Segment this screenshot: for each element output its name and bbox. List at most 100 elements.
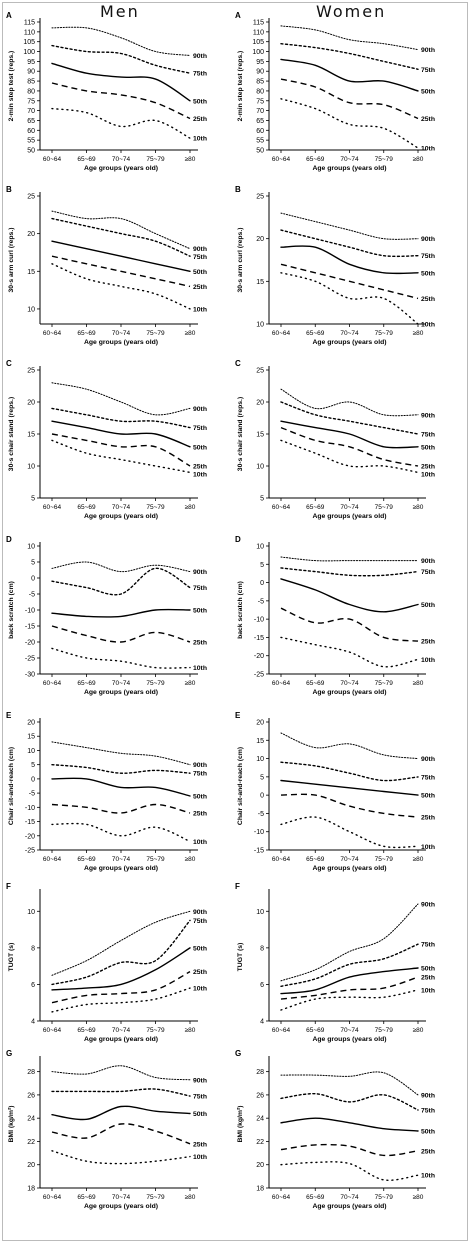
y-axis-label: 30-s arm curl (reps.) — [237, 228, 244, 293]
series-label-10th: 10th — [193, 1154, 207, 1161]
x-axis-label: Age groups (years old) — [312, 1203, 386, 1210]
series-label-90th: 90th — [193, 1077, 207, 1084]
y-tick-label: 10 — [256, 756, 264, 763]
x-tick-label: 75~79 — [146, 1194, 165, 1201]
x-tick-label: 70~74 — [112, 504, 131, 511]
series-line-25th — [280, 607, 419, 642]
series-label-50th: 50th — [193, 793, 207, 800]
series-label-10th: 10th — [421, 322, 435, 329]
chart-panel-e-men: E -25 -20 -15 -10 -5 0 5 10 15 20 60~64 65~69 70~74 75… — [6, 711, 207, 872]
x-tick-label: 65~69 — [306, 856, 325, 863]
x-tick-label: 65~69 — [306, 156, 325, 163]
y-tick-label: 10 — [27, 909, 35, 916]
y-tick-label: 22 — [27, 1139, 35, 1146]
series-line-50th — [280, 967, 419, 995]
series-label-10th: 10th — [193, 306, 207, 313]
y-tick-label: 115 — [253, 20, 264, 27]
y-tick-label: 28 — [27, 1069, 35, 1076]
x-tick-label: 70~74 — [340, 1194, 359, 1201]
x-tick-label: 75~79 — [146, 504, 165, 511]
series-label-90th: 90th — [193, 569, 207, 576]
y-tick-label: 95 — [27, 59, 35, 66]
chart-panel-b-men: B 10 15 20 25 60~64 65~69 70~74 75~79 ≥80 Age grou… — [6, 185, 207, 346]
x-tick-label: ≥80 — [413, 1194, 424, 1201]
series-line-90th — [280, 1071, 419, 1096]
x-tick-label: 60~64 — [272, 504, 291, 511]
y-tick-label: 20 — [27, 400, 35, 407]
y-axis-label: Chair sit-and-reach (cm) — [237, 747, 244, 825]
x-axis-label: Age groups (years old) — [84, 339, 158, 346]
panel-letter: B — [6, 185, 12, 194]
y-tick-label: 10 — [27, 306, 35, 313]
chart-panel-b-women: B 10 15 20 25 60~64 65~69 70~74 75~79 ≥80 Age grou… — [235, 185, 435, 346]
series-line-25th — [51, 255, 191, 288]
series-line-10th — [51, 263, 191, 310]
y-tick-label: 65 — [27, 118, 35, 125]
series-label-90th: 90th — [193, 762, 207, 769]
series-line-25th — [51, 82, 191, 120]
y-tick-label: 24 — [27, 1116, 35, 1123]
y-tick-label: -10 — [254, 617, 264, 624]
x-tick-label: 60~64 — [272, 1194, 291, 1201]
series-line-10th — [280, 272, 419, 325]
series-line-90th — [280, 212, 419, 240]
y-tick-label: -10 — [254, 829, 264, 836]
series-label-90th: 90th — [193, 406, 207, 413]
y-tick-label: 10 — [256, 909, 264, 916]
x-tick-label: 75~79 — [146, 1027, 165, 1034]
series-label-10th: 10th — [421, 472, 435, 479]
y-tick-label: 50 — [27, 148, 35, 155]
series-line-75th — [280, 43, 419, 70]
series-label-50th: 50th — [421, 602, 435, 609]
x-tick-label: ≥80 — [185, 1194, 196, 1201]
y-tick-label: -25 — [25, 656, 35, 663]
y-tick-label: -15 — [254, 635, 264, 642]
x-tick-label: 65~69 — [77, 330, 96, 337]
series-line-10th — [280, 989, 419, 1011]
y-tick-label: 18 — [256, 1186, 264, 1193]
series-label-50th: 50th — [193, 608, 207, 615]
x-tick-label: 75~79 — [375, 1194, 394, 1201]
series-line-90th — [51, 382, 191, 416]
series-line-75th — [51, 919, 191, 986]
series-label-75th: 75th — [421, 942, 435, 949]
series-line-90th — [51, 26, 191, 56]
y-tick-label: 20 — [256, 236, 264, 243]
series-label-75th: 75th — [421, 774, 435, 781]
x-axis-label: Age groups (years old) — [312, 689, 386, 696]
series-line-90th — [280, 556, 419, 562]
series-label-10th: 10th — [421, 844, 435, 851]
y-tick-label: 0 — [260, 793, 264, 800]
column-header-men: Men — [100, 2, 140, 21]
series-label-10th: 10th — [193, 665, 207, 672]
y-tick-label: 5 — [260, 774, 264, 781]
y-axis-label: BMI (kg/m²) — [8, 1105, 15, 1142]
y-tick-label: 20 — [256, 720, 264, 727]
y-axis-label: 2-min step test (reps.) — [237, 51, 244, 122]
x-tick-label: 60~64 — [43, 330, 62, 337]
x-tick-label: ≥80 — [413, 856, 424, 863]
y-tick-label: 55 — [27, 138, 35, 145]
series-label-75th: 75th — [193, 71, 207, 78]
x-tick-label: ≥80 — [185, 856, 196, 863]
series-label-25th: 25th — [193, 464, 207, 471]
x-tick-label: 65~69 — [77, 1194, 96, 1201]
series-line-50th — [280, 245, 419, 275]
x-tick-label: 60~64 — [43, 680, 62, 687]
x-tick-label: 70~74 — [340, 330, 359, 337]
y-tick-label: 90 — [27, 69, 35, 76]
series-line-90th — [51, 910, 191, 976]
series-line-10th — [280, 636, 419, 668]
series-line-50th — [51, 420, 191, 448]
series-label-10th: 10th — [193, 136, 207, 143]
y-tick-label: 105 — [252, 39, 264, 46]
y-tick-label: -15 — [25, 819, 35, 826]
x-tick-label: 65~69 — [77, 680, 96, 687]
panel-letter: C — [6, 359, 12, 368]
x-axis-label: Age groups (years old) — [312, 1036, 386, 1043]
y-tick-label: 15 — [27, 269, 35, 276]
series-line-10th — [51, 1150, 191, 1165]
y-tick-label: 110 — [253, 29, 264, 36]
x-tick-label: 75~79 — [375, 680, 394, 687]
y-tick-label: -25 — [254, 672, 264, 679]
